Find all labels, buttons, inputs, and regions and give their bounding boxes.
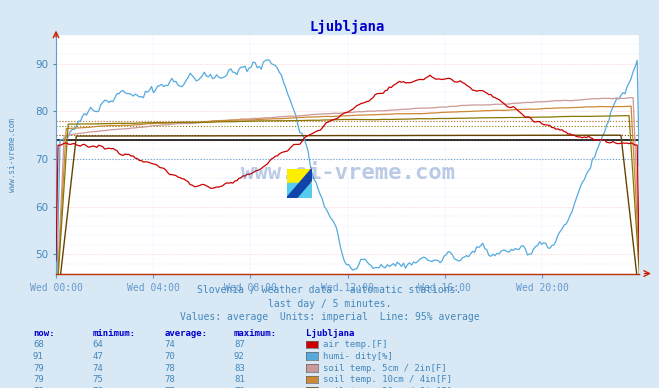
Text: air temp.[F]: air temp.[F] <box>323 340 387 349</box>
Text: 68: 68 <box>33 340 43 349</box>
Text: soil temp. 5cm / 2in[F]: soil temp. 5cm / 2in[F] <box>323 364 447 372</box>
Text: humi- dity[%]: humi- dity[%] <box>323 352 393 361</box>
Text: www.si-vreme.com: www.si-vreme.com <box>8 118 17 192</box>
Text: 87: 87 <box>234 340 244 349</box>
Title: Ljubljana: Ljubljana <box>310 20 386 34</box>
Text: minimum:: minimum: <box>92 329 135 338</box>
Text: 78: 78 <box>165 375 175 384</box>
Text: average:: average: <box>165 329 208 338</box>
Text: 81: 81 <box>234 375 244 384</box>
Text: 79: 79 <box>234 387 244 388</box>
Text: 79: 79 <box>33 364 43 372</box>
Text: 47: 47 <box>92 352 103 361</box>
Text: 79: 79 <box>33 375 43 384</box>
Text: 79: 79 <box>33 387 43 388</box>
Text: 78: 78 <box>165 364 175 372</box>
Text: last day / 5 minutes.: last day / 5 minutes. <box>268 298 391 308</box>
Text: 77: 77 <box>165 387 175 388</box>
Polygon shape <box>287 169 312 184</box>
Text: maximum:: maximum: <box>234 329 277 338</box>
Text: Ljubljana: Ljubljana <box>306 329 355 338</box>
Polygon shape <box>287 184 312 198</box>
Polygon shape <box>287 169 312 198</box>
Text: 64: 64 <box>92 340 103 349</box>
Text: 91: 91 <box>33 352 43 361</box>
Text: 92: 92 <box>234 352 244 361</box>
Text: 75: 75 <box>92 375 103 384</box>
Text: Values: average  Units: imperial  Line: 95% average: Values: average Units: imperial Line: 95… <box>180 312 479 322</box>
Text: Slovenia / weather data - automatic stations.: Slovenia / weather data - automatic stat… <box>197 285 462 295</box>
Text: 74: 74 <box>92 364 103 372</box>
Text: soil temp. 10cm / 4in[F]: soil temp. 10cm / 4in[F] <box>323 375 452 384</box>
Text: 76: 76 <box>92 387 103 388</box>
Text: www.si-vreme.com: www.si-vreme.com <box>241 163 455 183</box>
Text: 83: 83 <box>234 364 244 372</box>
Text: soil temp. 20cm / 8in[F]: soil temp. 20cm / 8in[F] <box>323 387 452 388</box>
Text: 74: 74 <box>165 340 175 349</box>
Text: 70: 70 <box>165 352 175 361</box>
Text: now:: now: <box>33 329 55 338</box>
